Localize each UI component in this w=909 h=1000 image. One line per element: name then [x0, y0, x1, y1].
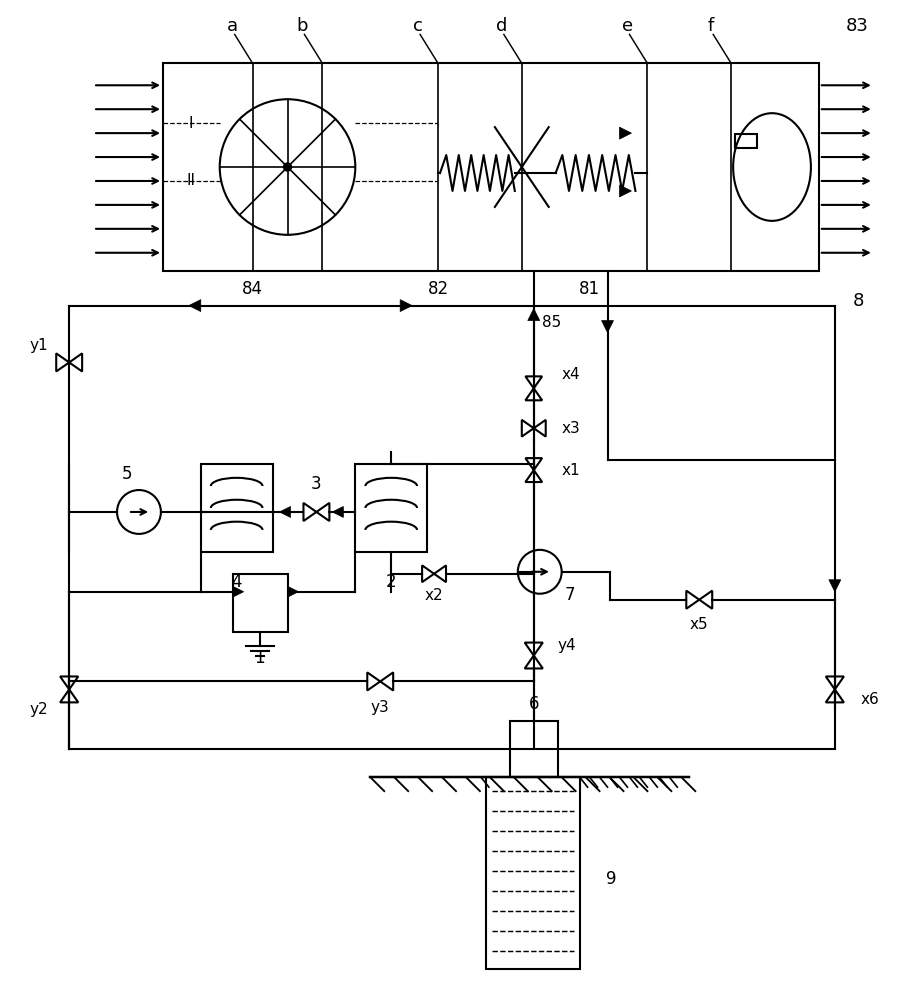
Bar	[486, 777, 580, 969]
Text: y2: y2	[30, 702, 48, 717]
Text: 1: 1	[255, 649, 265, 667]
Polygon shape	[620, 127, 632, 139]
Polygon shape	[829, 580, 841, 592]
Bar	[163, 63, 819, 271]
Polygon shape	[189, 300, 201, 312]
Text: 8: 8	[853, 292, 864, 310]
Bar	[510, 721, 558, 777]
Text: b: b	[296, 17, 308, 35]
Text: y1: y1	[30, 338, 48, 353]
Text: 5: 5	[122, 465, 132, 483]
Text: x1: x1	[562, 463, 580, 478]
Bar	[233, 574, 287, 632]
Polygon shape	[400, 300, 412, 312]
Polygon shape	[287, 586, 298, 597]
Text: 9: 9	[606, 870, 617, 888]
Text: 82: 82	[427, 280, 449, 298]
Text: I: I	[188, 116, 193, 131]
Text: x6: x6	[861, 692, 880, 707]
Bar	[355, 464, 427, 552]
Bar	[201, 464, 273, 552]
Polygon shape	[280, 506, 291, 517]
Text: 83: 83	[845, 17, 868, 35]
Polygon shape	[333, 506, 344, 517]
Text: x3: x3	[562, 421, 581, 436]
Polygon shape	[602, 321, 614, 333]
Text: 85: 85	[542, 315, 561, 330]
Text: x5: x5	[690, 617, 708, 632]
Polygon shape	[233, 586, 244, 597]
Text: y4: y4	[558, 638, 576, 653]
Text: 6: 6	[528, 695, 539, 713]
Text: y3: y3	[371, 700, 390, 715]
Text: c: c	[414, 17, 423, 35]
Text: e: e	[622, 17, 633, 35]
Circle shape	[284, 163, 292, 171]
Bar	[735, 134, 757, 148]
Text: 81: 81	[579, 280, 600, 298]
Text: x2: x2	[425, 588, 444, 603]
Text: f: f	[708, 17, 714, 35]
Text: x4: x4	[562, 367, 580, 382]
Text: 2: 2	[386, 573, 396, 591]
Text: II: II	[186, 173, 195, 188]
Text: 7: 7	[564, 586, 574, 604]
Text: 84: 84	[242, 280, 263, 298]
Polygon shape	[620, 185, 632, 197]
Text: a: a	[227, 17, 238, 35]
Text: 4: 4	[232, 573, 242, 591]
Polygon shape	[528, 309, 540, 321]
Text: 3: 3	[311, 475, 322, 493]
Text: d: d	[496, 17, 507, 35]
